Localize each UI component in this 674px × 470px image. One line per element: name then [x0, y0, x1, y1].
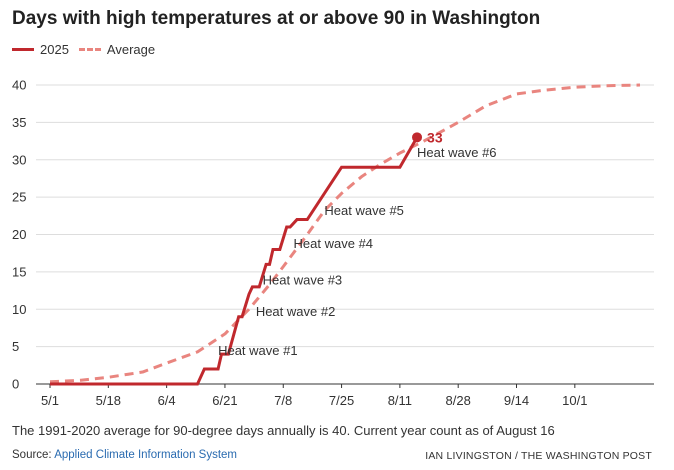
- x-tick-label-10-1: 10/1: [562, 393, 587, 408]
- chart-title: Days with high temperatures at or above …: [12, 8, 541, 29]
- annotation-heat-wave-3: Heat wave #3: [263, 273, 343, 288]
- legend-label-average: Average: [106, 42, 156, 57]
- legend-item-average: Average: [78, 42, 156, 57]
- legend: 2025 Average: [12, 42, 155, 57]
- series-end-label-2025: 33: [427, 129, 443, 145]
- x-tick-label-8-11: 8/11: [388, 393, 412, 408]
- credit-line: IAN LIVINGSTON / THE WASHINGTON POST: [425, 450, 652, 462]
- y-tick-label-25: 25: [12, 190, 26, 205]
- source-label: Source:: [12, 449, 55, 461]
- y-tick-label-0: 0: [12, 377, 19, 392]
- source-link[interactable]: Applied Climate Information System: [54, 449, 238, 461]
- x-tick-label-7-8: 7/8: [274, 393, 292, 408]
- chart-note: The 1991-2020 average for 90-degree days…: [12, 423, 555, 438]
- x-tick-label-6-4: 6/4: [158, 393, 176, 408]
- legend-swatch-average: [78, 48, 101, 51]
- y-tick-label-20: 20: [12, 227, 26, 242]
- source-line: Source: Applied Climate Information Syst…: [12, 449, 237, 461]
- y-tick-label-30: 30: [12, 152, 26, 167]
- x-tick-label-5-1: 5/1: [41, 393, 59, 408]
- annotation-heat-wave-4: Heat wave #4: [294, 236, 374, 251]
- x-tick-label-8-28: 8/28: [446, 393, 471, 408]
- annotation-heat-wave-6: Heat wave #6: [417, 145, 497, 160]
- y-tick-label-40: 40: [12, 78, 26, 93]
- x-tick-label-9-14: 9/14: [504, 393, 529, 408]
- x-tick-label-5-18: 5/18: [96, 393, 121, 408]
- series-end-point-2025: [412, 132, 423, 143]
- x-tick-label-6-21: 6/21: [212, 393, 237, 408]
- annotation-heat-wave-5: Heat wave #5: [324, 203, 404, 218]
- annotation-heat-wave-1: Heat wave #1: [218, 343, 298, 358]
- x-tick-label-7-25: 7/25: [329, 393, 354, 408]
- y-tick-label-35: 35: [12, 115, 26, 130]
- annotation-heat-wave-2: Heat wave #2: [256, 304, 336, 319]
- y-tick-label-15: 15: [12, 264, 26, 279]
- legend-label-2025: 2025: [40, 42, 69, 57]
- y-tick-label-5: 5: [12, 339, 19, 354]
- series-line-average: [49, 83, 641, 384]
- series-line-2025: [50, 136, 419, 386]
- legend-item-2025: 2025: [12, 42, 69, 57]
- y-tick-label-10: 10: [12, 302, 26, 317]
- legend-swatch-2025: [12, 48, 34, 51]
